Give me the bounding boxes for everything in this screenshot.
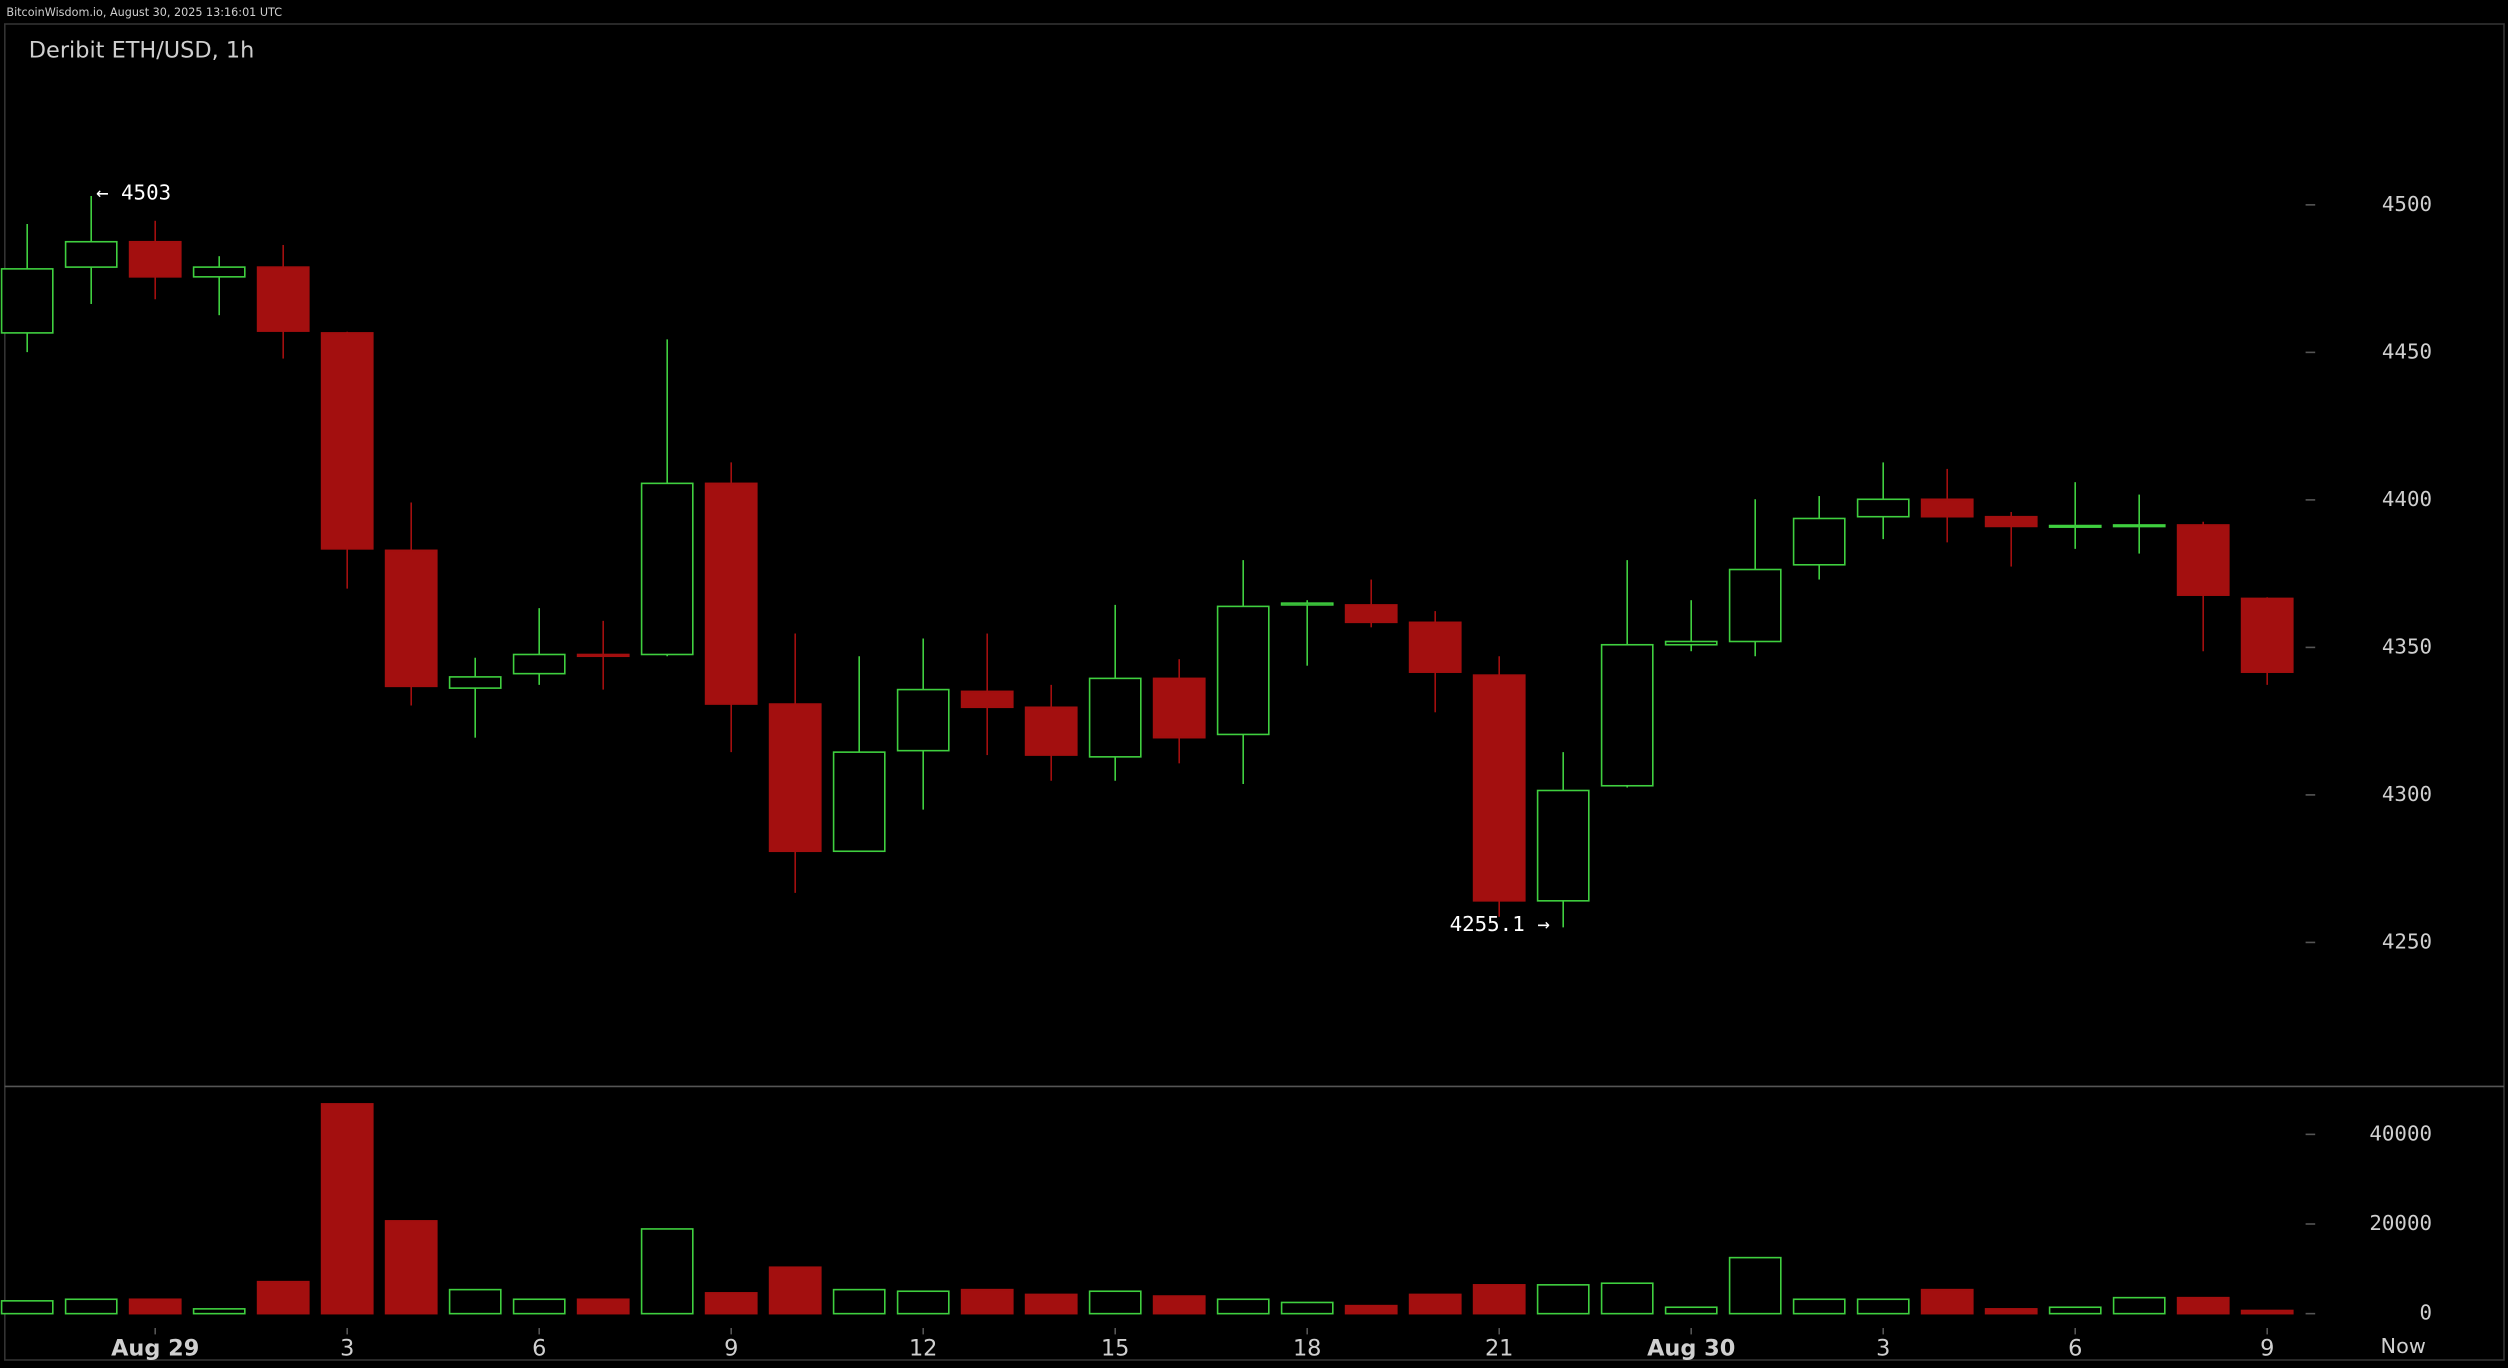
y-tick-label: 4300: [2382, 782, 2432, 806]
y-tick-label: 4500: [2382, 192, 2432, 216]
volume-bar: [1984, 1308, 2038, 1315]
now-label: Now: [2381, 1334, 2426, 1358]
candle-body: [1984, 515, 2038, 528]
candle-body: [320, 332, 374, 550]
candle-body: [1024, 706, 1078, 756]
candle-body: [768, 703, 822, 853]
x-tick-label: 12: [909, 1335, 938, 1361]
volume-bar: [576, 1298, 630, 1315]
x-tick-label: 6: [2068, 1335, 2082, 1361]
y-tick-label: 4250: [2382, 929, 2432, 953]
x-tick-label: 9: [724, 1335, 738, 1361]
candle-body: [1344, 604, 1398, 624]
candle-body: [640, 482, 694, 656]
y-tick-label: 40000: [2369, 1121, 2432, 1145]
candle-body: [128, 240, 182, 278]
volume-bar: [0, 1300, 54, 1315]
volume-bar: [1728, 1256, 1782, 1315]
volume-bar: [128, 1298, 182, 1315]
y-tick-label: 4350: [2382, 634, 2432, 658]
candle-body: [1408, 621, 1462, 673]
x-tick-label: 15: [1101, 1335, 1130, 1361]
x-tick-label: 6: [532, 1335, 546, 1361]
candle-body: [1472, 674, 1526, 902]
volume-bar: [640, 1228, 694, 1315]
volume-bar: [1024, 1293, 1078, 1315]
volume-bar: [1472, 1284, 1526, 1315]
candle-body: [1088, 677, 1142, 758]
volume-bar: [2176, 1296, 2230, 1315]
volume-bar: [1536, 1284, 1590, 1315]
candle-body: [192, 266, 246, 278]
volume-bar: [1280, 1301, 1334, 1315]
candle-body: [1152, 677, 1206, 739]
annotation: ← 4503: [96, 181, 171, 205]
volume-bar: [768, 1266, 822, 1315]
volume-bar: [2048, 1306, 2102, 1315]
candle-body: [1600, 643, 1654, 787]
volume-bar: [64, 1298, 118, 1315]
volume-bar: [384, 1220, 438, 1315]
x-tick-label: 3: [340, 1335, 354, 1361]
chart-title: Deribit ETH/USD, 1h: [29, 38, 255, 64]
volume-bar: [1664, 1306, 1718, 1315]
candle-body: [0, 268, 54, 334]
volume-bar: [1600, 1282, 1654, 1315]
volume-bar: [192, 1308, 246, 1315]
source-label: BitcoinWisdom.io, August 30, 2025 13:16:…: [6, 6, 282, 19]
candle-body: [448, 676, 502, 689]
y-tick-label: 4400: [2382, 487, 2432, 511]
candle-body: [1216, 605, 1270, 736]
candle-body: [2176, 524, 2230, 596]
volume-bar: [704, 1292, 758, 1315]
candle-body: [64, 240, 118, 268]
x-tick-label: Aug 29: [111, 1335, 199, 1361]
volume-bar: [1792, 1298, 1846, 1315]
volume-bar: [1216, 1298, 1270, 1315]
candle-body: [896, 688, 950, 752]
volume-bar: [1152, 1295, 1206, 1315]
volume-bar: [1920, 1288, 1974, 1315]
x-tick-label: 3: [1876, 1335, 1890, 1361]
x-tick-label: Aug 30: [1647, 1335, 1735, 1361]
volume-bar: [448, 1288, 502, 1315]
x-tick-label: 21: [1485, 1335, 1514, 1361]
volume-bar: [256, 1280, 310, 1315]
candle-body: [1728, 568, 1782, 643]
candle-body: [1664, 640, 1718, 646]
volume-bar: [512, 1298, 566, 1315]
volume-bar: [832, 1288, 886, 1315]
candle-body: [2112, 524, 2166, 528]
candle-body: [2240, 597, 2294, 673]
volume-bar: [1344, 1304, 1398, 1315]
volume-bar: [2240, 1309, 2294, 1315]
volume-bar: [896, 1290, 950, 1315]
volume-bar: [2112, 1296, 2166, 1315]
y-tick-label: 20000: [2369, 1211, 2432, 1235]
candle-body: [2048, 524, 2102, 528]
volume-bar: [320, 1103, 374, 1315]
x-tick-label: 18: [1293, 1335, 1322, 1361]
candle-body: [1920, 498, 1974, 518]
volume-bar: [1088, 1290, 1142, 1315]
volume-bar: [1856, 1298, 1910, 1315]
y-tick-label: 0: [2419, 1301, 2432, 1325]
candle-body: [512, 653, 566, 675]
candle-body: [1536, 789, 1590, 902]
chart-frame: [4, 23, 2505, 1361]
x-tick-label: 9: [2260, 1335, 2274, 1361]
candle-body: [256, 266, 310, 332]
candle-body: [576, 653, 630, 658]
candle-body: [1792, 517, 1846, 566]
y-tick-label: 4450: [2382, 339, 2432, 363]
candle-body: [960, 690, 1014, 709]
candle-body: [384, 549, 438, 688]
candle-body: [1280, 602, 1334, 606]
candle-body: [1856, 498, 1910, 518]
volume-bar: [960, 1288, 1014, 1315]
volume-bar: [1408, 1293, 1462, 1315]
candle-body: [832, 751, 886, 853]
candle-body: [704, 482, 758, 705]
